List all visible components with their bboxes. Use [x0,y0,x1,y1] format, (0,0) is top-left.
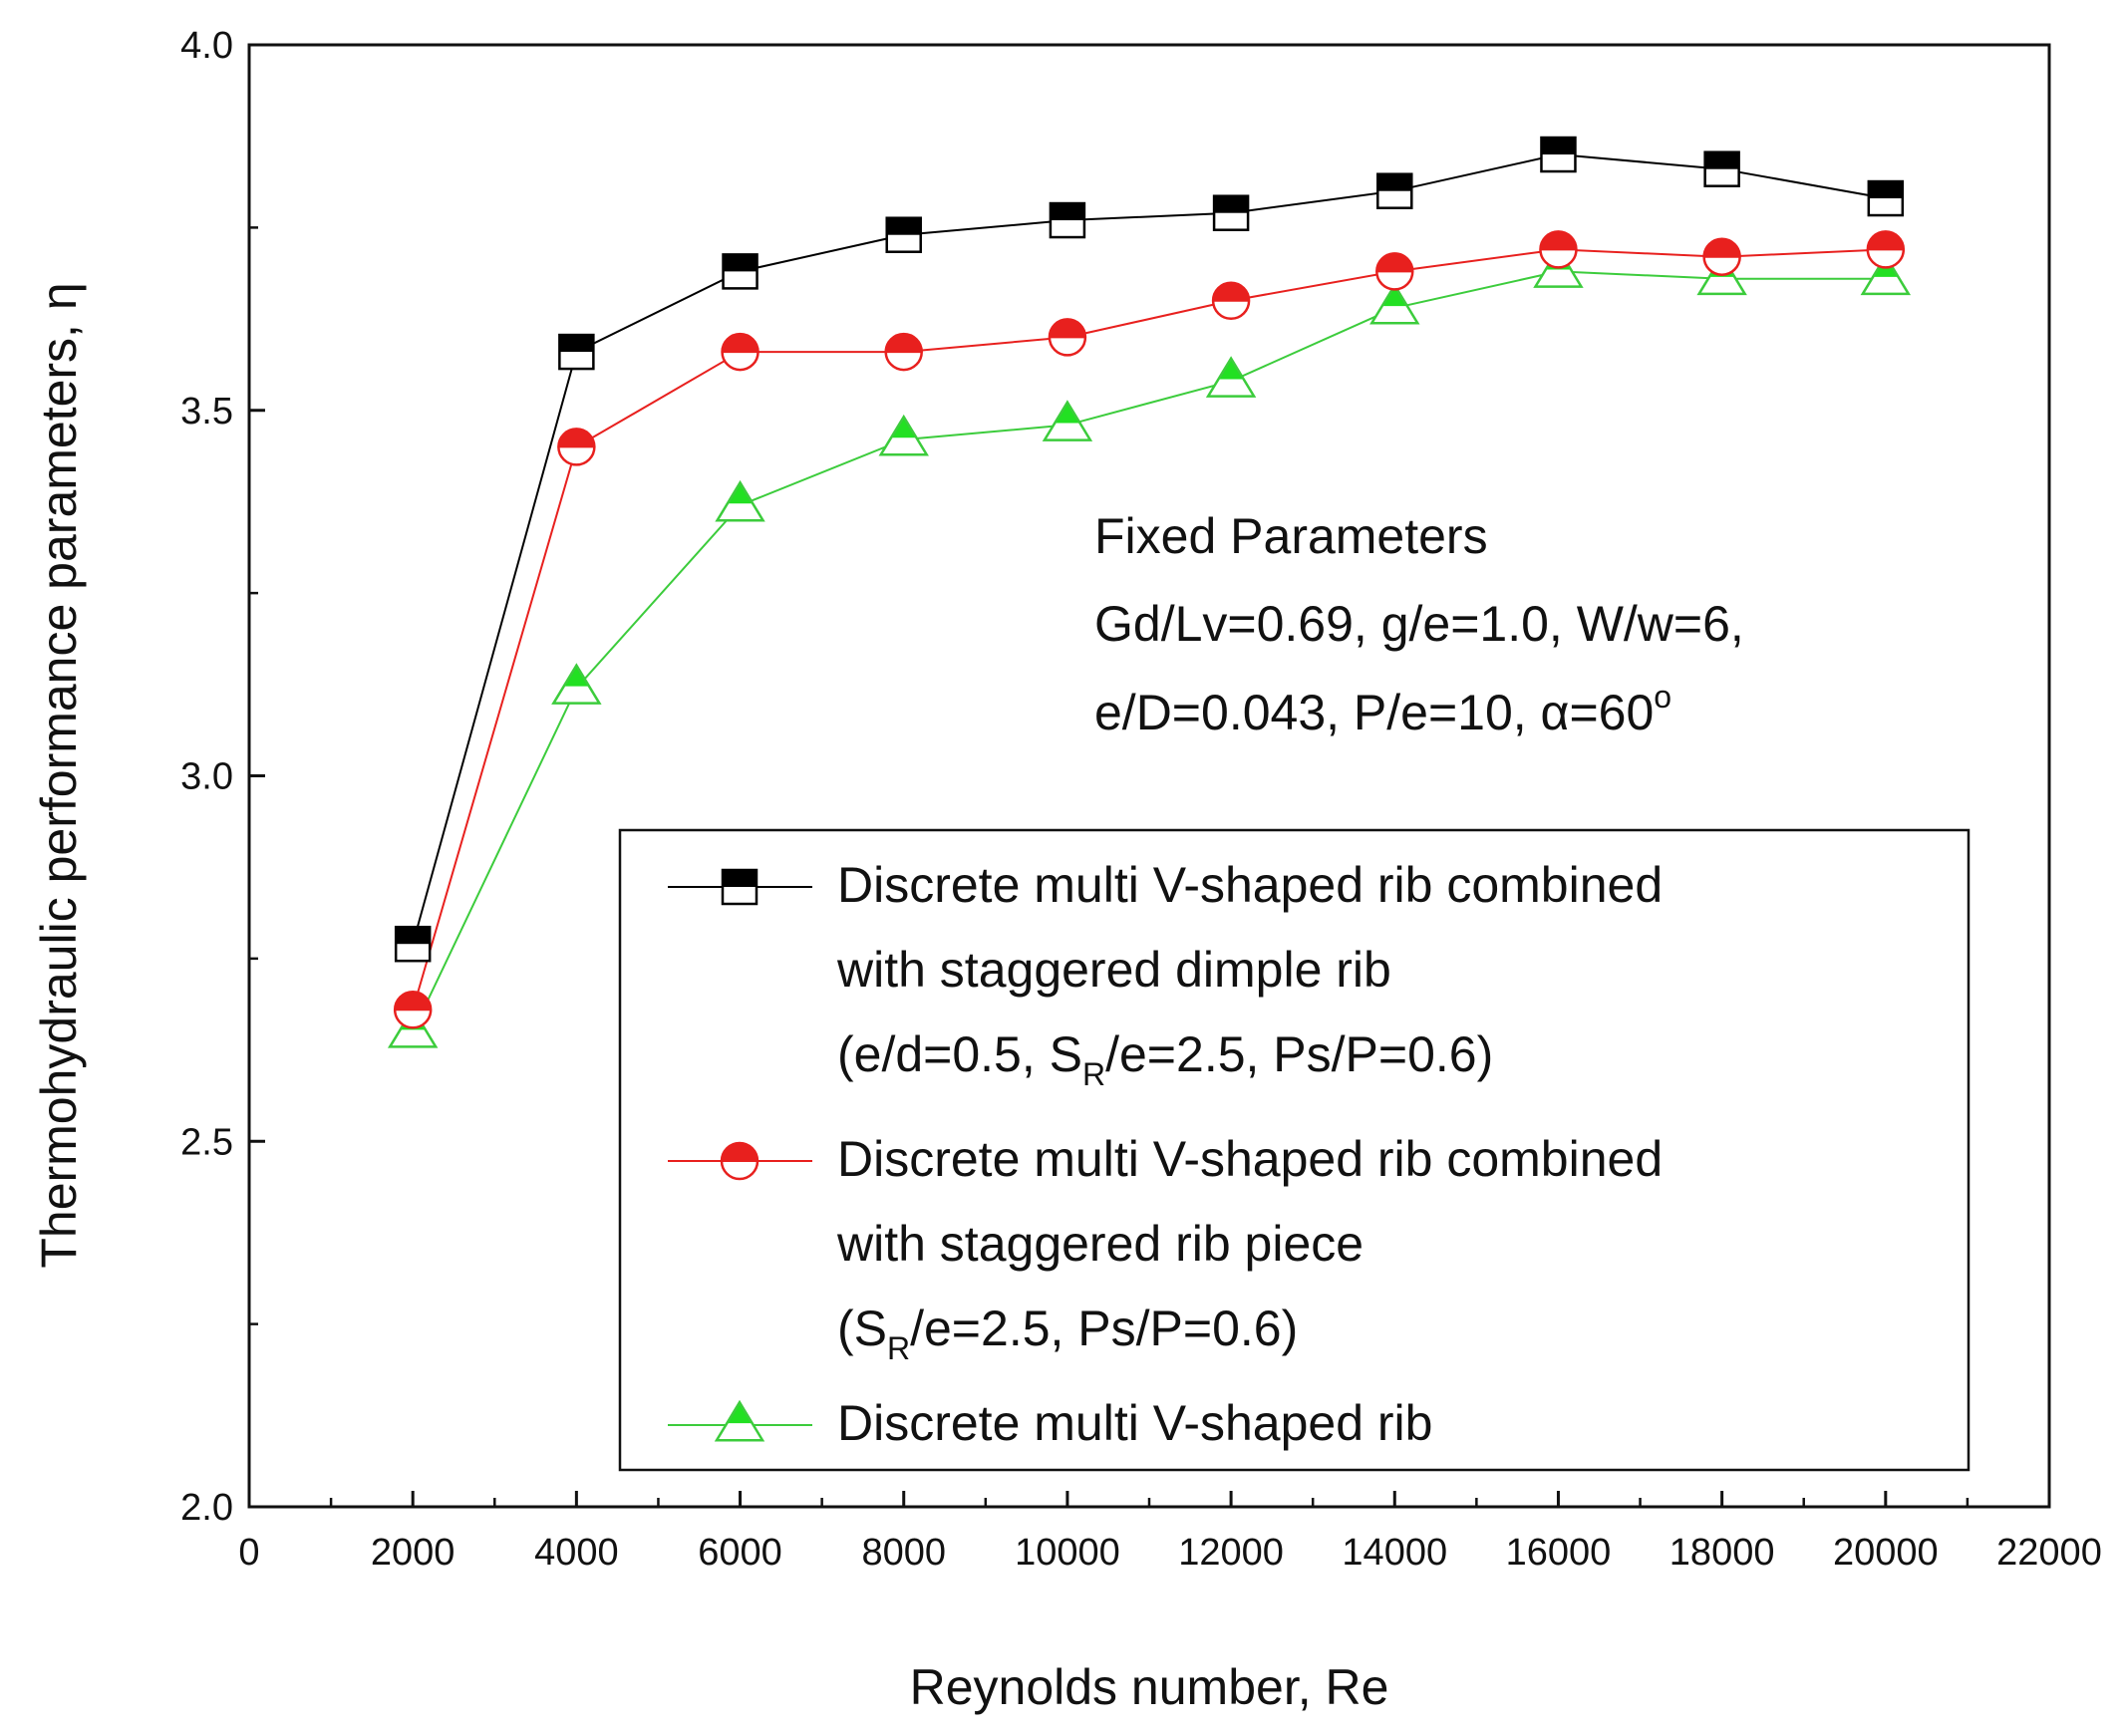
series-1-point [558,333,595,371]
series-1-point [722,253,759,290]
x-tick-label: 18000 [1669,1532,1775,1574]
x-axis-title: Reynolds number, Re [910,1659,1389,1715]
y-tick-label: 3.0 [180,756,233,798]
x-tick-label: 0 [238,1532,259,1574]
series-2-point [557,428,596,466]
legend-series-1-line-2: with staggered dimple rib [836,942,1391,998]
series-2-point [1702,237,1741,276]
series-2-point [1211,281,1251,320]
series-1-point [1212,194,1250,231]
legend-series-1-line-1: Discrete multi V-shaped rib combined [837,857,1663,913]
series-2-line [412,248,1886,1011]
x-tick-label: 4000 [534,1532,619,1574]
x-tick-label: 22000 [1996,1532,2102,1574]
legend: Discrete multi V-shaped rib combined wit… [618,828,1971,1472]
annotation-degree-sup: o [1654,679,1671,715]
x-axis-ticks: 0 2000 4000 6000 8000 10000 12000 14000 16000 180… [238,1491,2102,1574]
series-2-point [721,332,759,372]
series-1-point [1376,172,1413,209]
legend-series-2-param-prefix: (S [837,1301,887,1356]
series-3-point [1205,356,1257,398]
series-3-point [1042,400,1093,441]
y-axis-title: Thermohydraulic performance parameters, … [31,282,87,1268]
series-2-point [393,990,433,1029]
series-3-point [878,414,929,456]
annotation-line-1: Gd/Lv=0.69, g/e=1.0, W/w=6, [1094,596,1744,652]
series-1-point [1049,201,1086,239]
annotation-line-2-text: e/D=0.043, P/e=10, α=60 [1094,685,1654,740]
series-2-point [1375,252,1414,291]
fixed-parameters-annotation: Fixed Parameters Gd/Lv=0.69, g/e=1.0, W/… [1094,508,1744,740]
series-2-point [884,332,923,372]
series-1-point [1867,179,1905,217]
x-tick-label: 8000 [861,1532,946,1574]
x-tick-label: 2000 [371,1532,455,1574]
y-tick-label: 2.0 [180,1487,233,1529]
legend-series-3-line-1: Discrete multi V-shaped rib [837,1395,1432,1451]
x-tick-label: 20000 [1833,1532,1939,1574]
series-1-point [394,925,432,963]
series-1-point [1540,136,1577,173]
series-2-point [1048,318,1087,357]
series-3-point [1369,282,1420,325]
annotation-line-2: e/D=0.043, P/e=10, α=60o [1094,679,1671,740]
y-tick-label: 4.0 [180,25,233,67]
series-1-line [412,153,1886,945]
series-2-point [1866,230,1906,269]
legend-series-2-marker [720,1141,759,1181]
y-tick-label: 3.5 [180,391,233,433]
series-2-point [1539,230,1578,269]
series-1-point [1703,150,1740,187]
x-tick-label: 14000 [1342,1532,1447,1574]
legend-series-1-param-sub: R [1082,1056,1105,1092]
legend-series-2-line-1: Discrete multi V-shaped rib combined [837,1131,1663,1187]
series-3-point [715,479,765,522]
legend-box [618,828,1971,1472]
series-1-point [885,216,922,253]
legend-series-2-line-2: with staggered rib piece [836,1216,1364,1272]
x-tick-label: 16000 [1506,1532,1612,1574]
series-layer [387,136,1912,1048]
y-axis-ticks: 2.0 2.5 3.0 3.5 4.0 [180,25,265,1529]
legend-series-1-param-prefix: (e/d=0.5, S [837,1026,1082,1082]
legend-series-3-marker [714,1399,765,1442]
legend-series-2-param-sub: R [887,1330,910,1366]
legend-series-1-line-3: (e/d=0.5, SR/e=2.5, Ps/P=0.6) [837,1026,1493,1092]
x-tick-label: 12000 [1178,1532,1284,1574]
legend-symbols [668,868,812,1442]
legend-series-1-param-suffix: /e=2.5, Ps/P=0.6) [1105,1026,1493,1082]
y-tick-label: 2.5 [180,1121,233,1163]
legend-series-1-marker [721,868,759,906]
legend-series-2-line-3: (SR/e=2.5, Ps/P=0.6) [837,1301,1298,1366]
series-3-point [551,663,602,705]
x-tick-label: 6000 [698,1532,782,1574]
series-3-line [412,270,1886,1032]
x-tick-label: 10000 [1015,1532,1120,1574]
annotation-title: Fixed Parameters [1094,508,1488,564]
legend-series-2-param-suffix: /e=2.5, Ps/P=0.6) [910,1301,1298,1356]
